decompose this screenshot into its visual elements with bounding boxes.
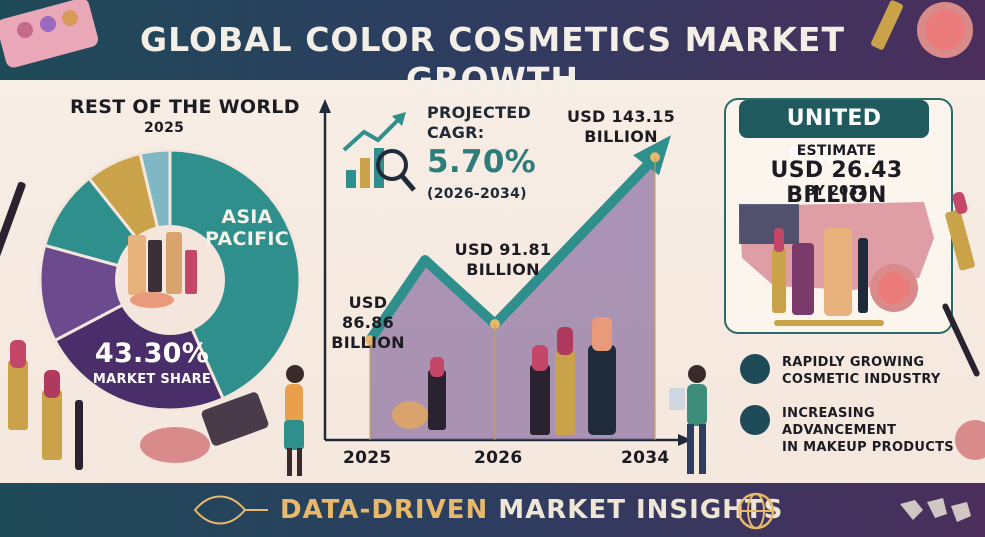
person-with-lipstick-icon xyxy=(284,365,304,476)
compact-icon xyxy=(130,292,174,308)
cagr-label-line2: CAGR: xyxy=(427,123,485,142)
rest-of-world-label: REST OF THE WORLD xyxy=(70,96,300,118)
footer-title-prefix: DATA-DRIVEN xyxy=(280,495,489,525)
lipstick-icon xyxy=(428,370,446,430)
cagr-growth-icon xyxy=(342,112,416,192)
feature-growing-industry-line2: COSMETIC INDUSTRY xyxy=(782,372,941,387)
tablet-icon xyxy=(669,388,685,410)
makeup-brush-icon xyxy=(774,320,884,326)
cagr-period: (2026-2034) xyxy=(427,186,527,202)
asia-pacific-label-line2: PACIFIC xyxy=(205,228,289,250)
world-map-icon xyxy=(900,498,971,522)
x-tick-2025: 2025 xyxy=(343,448,392,468)
mascara-wand-icon xyxy=(0,181,26,259)
mascara-wand-icon xyxy=(75,400,83,470)
feature-advancement: INCREASING ADVANCEMENT IN MAKEUP PRODUCT… xyxy=(782,405,985,456)
mascara-icon xyxy=(858,238,868,313)
footer-banner xyxy=(0,483,985,537)
nail-polish-icon xyxy=(792,243,814,315)
lipstick-icon xyxy=(772,248,786,313)
foundation-bottle-icon xyxy=(128,235,146,295)
market-share-label: MARKET SHARE xyxy=(92,372,212,387)
x-tick-2034: 2034 xyxy=(621,448,670,468)
value-label-2034: USD 143.15 BILLION xyxy=(566,107,676,147)
eyeshadow-palette-icon xyxy=(201,392,269,446)
market-share-percent: 43.30% xyxy=(94,338,210,369)
asia-pacific-label-line1: ASIA xyxy=(221,206,273,228)
makeup-brush-icon xyxy=(942,303,980,377)
foundation-bottle-icon xyxy=(824,228,852,316)
us-estimate-year: BY 2032 xyxy=(805,184,868,199)
feature-growing-industry-line1: RAPIDLY GROWING xyxy=(782,355,925,370)
y-axis-arrow xyxy=(319,99,331,113)
lipstick-icon xyxy=(945,209,975,271)
value-label-2026-amount: USD 91.81 xyxy=(454,240,552,259)
pie-slice-2 xyxy=(38,243,175,343)
magnifier-icon xyxy=(376,149,408,181)
footer-title-suffix: MARKET INSIGHTS xyxy=(488,495,784,525)
eyeshadow-palette-icon xyxy=(0,0,99,68)
market-share-pie-chart xyxy=(38,148,302,412)
asia-pacific-label: ASIA PACIFIC xyxy=(202,206,292,250)
left-cosmetics-decoration xyxy=(0,181,269,470)
pie-slice-0 xyxy=(168,148,302,401)
us-flag-cosmetics-illustration xyxy=(739,202,934,326)
value-label-2034-amount: USD 143.15 xyxy=(566,107,676,126)
foundation-bottle-icon xyxy=(588,345,616,435)
value-label-2025-amount: USD 86.86 xyxy=(341,293,395,332)
mascara-icon xyxy=(148,240,162,292)
growth-line-chart xyxy=(319,99,692,446)
lipstick-icon xyxy=(871,0,903,50)
feature-growing-industry: RAPIDLY GROWING COSMETIC INDUSTRY xyxy=(782,354,941,388)
data-point-2034 xyxy=(650,152,660,163)
value-label-2026: USD 91.81 BILLION xyxy=(448,240,558,280)
us-title: UNITED STATES xyxy=(739,100,929,169)
ornament-flourish-icon xyxy=(193,495,268,525)
makeup-products-icon xyxy=(740,405,770,435)
growth-points xyxy=(365,152,660,440)
footer-title: DATA-DRIVEN MARKET INSIGHTS xyxy=(280,493,783,527)
banner-decoration xyxy=(0,0,973,68)
value-label-2026-unit: BILLION xyxy=(466,260,540,279)
page-title: GLOBAL COLOR COSMETICS MARKET GROWTH xyxy=(140,20,845,99)
us-estimate-label: ESTIMATE xyxy=(796,143,877,159)
x-tick-2026: 2026 xyxy=(474,448,523,468)
value-label-2025: USD 86.86 BILLION xyxy=(323,293,413,353)
pie-year-label: 2025 xyxy=(144,120,185,136)
growth-line xyxy=(365,153,659,344)
us-estimate-value: USD 26.43 BILLION xyxy=(770,158,903,208)
x-axis-arrow xyxy=(678,434,692,446)
right-cosmetics-decoration xyxy=(942,191,985,460)
feature-advancement-line2: IN MAKEUP PRODUCTS xyxy=(782,440,954,455)
blush-compact-icon xyxy=(140,427,210,463)
growth-chart-icon xyxy=(740,354,770,384)
cagr-value: 5.70% xyxy=(427,144,537,180)
value-label-2034-unit: BILLION xyxy=(584,127,658,146)
lipstick-icon xyxy=(8,360,28,430)
cagr-label: PROJECTED CAGR: xyxy=(427,103,531,143)
person-with-tablet-icon xyxy=(669,365,707,474)
blush-compact-icon xyxy=(955,420,985,460)
feature-advancement-line1: INCREASING ADVANCEMENT xyxy=(782,406,897,438)
lipstick-icon xyxy=(185,250,197,294)
title-banner xyxy=(0,0,985,80)
globe-icon xyxy=(737,492,775,530)
value-label-2025-unit: BILLION xyxy=(331,333,405,352)
compact-icon xyxy=(392,401,428,429)
cagr-label-line1: PROJECTED xyxy=(427,103,532,122)
